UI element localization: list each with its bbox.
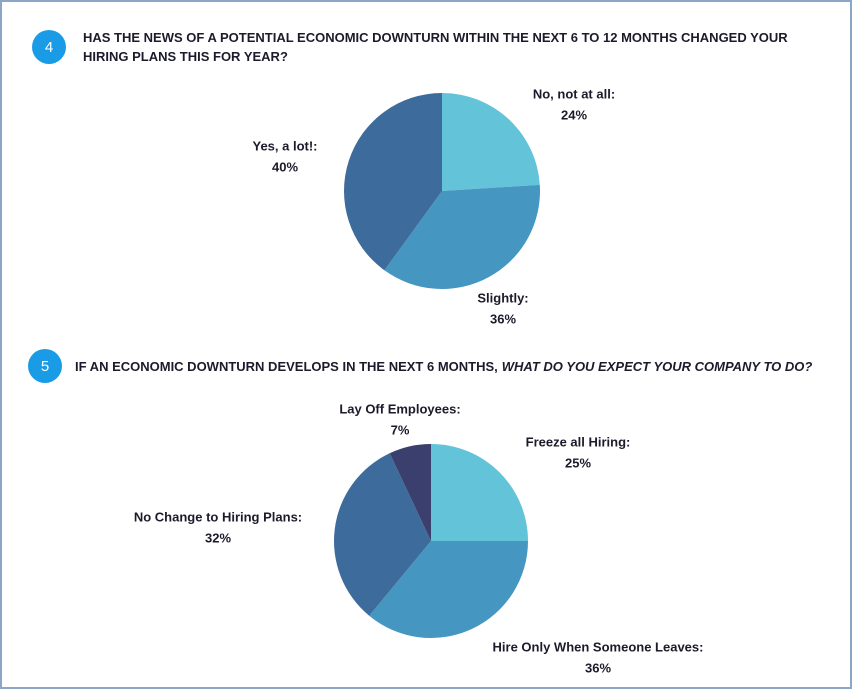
pie-slice [369, 541, 528, 638]
slice-value: 36% [490, 311, 516, 326]
slice-value: 40% [272, 159, 298, 174]
pie-slice [442, 93, 540, 191]
slice-value: 7% [391, 422, 410, 437]
slice-value: 24% [561, 107, 587, 122]
title-text: IF AN ECONOMIC DOWNTURN DEVELOPS IN THE … [75, 359, 498, 374]
question-number: 4 [45, 39, 53, 56]
question-title: IF AN ECONOMIC DOWNTURN DEVELOPS IN THE … [75, 357, 845, 376]
pie-slice [431, 444, 528, 541]
slice-label: Lay Off Employees: [339, 401, 460, 416]
slice-label: No, not at all: [533, 86, 615, 101]
slice-value: 32% [205, 530, 231, 545]
pie-slice [344, 93, 442, 271]
pie-slice [384, 184, 540, 289]
slice-label: No Change to Hiring Plans: [134, 509, 302, 524]
title-italic: WHAT DO YOU EXPECT YOUR COMPANY TO DO? [501, 359, 813, 374]
question-title: HAS THE NEWS OF A POTENTIAL ECONOMIC DOW… [83, 30, 788, 64]
pie-slice [389, 444, 431, 541]
slice-label: Slightly: [477, 290, 528, 305]
pie-slice [334, 453, 431, 616]
question-badge [32, 30, 66, 64]
question-badge [28, 349, 62, 383]
slice-value: 36% [585, 660, 611, 675]
slice-label: Hire Only When Someone Leaves: [493, 639, 704, 654]
question-number: 5 [41, 358, 49, 375]
slice-label: Freeze all Hiring: [526, 434, 631, 449]
slice-value: 25% [565, 455, 591, 470]
slice-label: Yes, a lot!: [252, 138, 317, 153]
